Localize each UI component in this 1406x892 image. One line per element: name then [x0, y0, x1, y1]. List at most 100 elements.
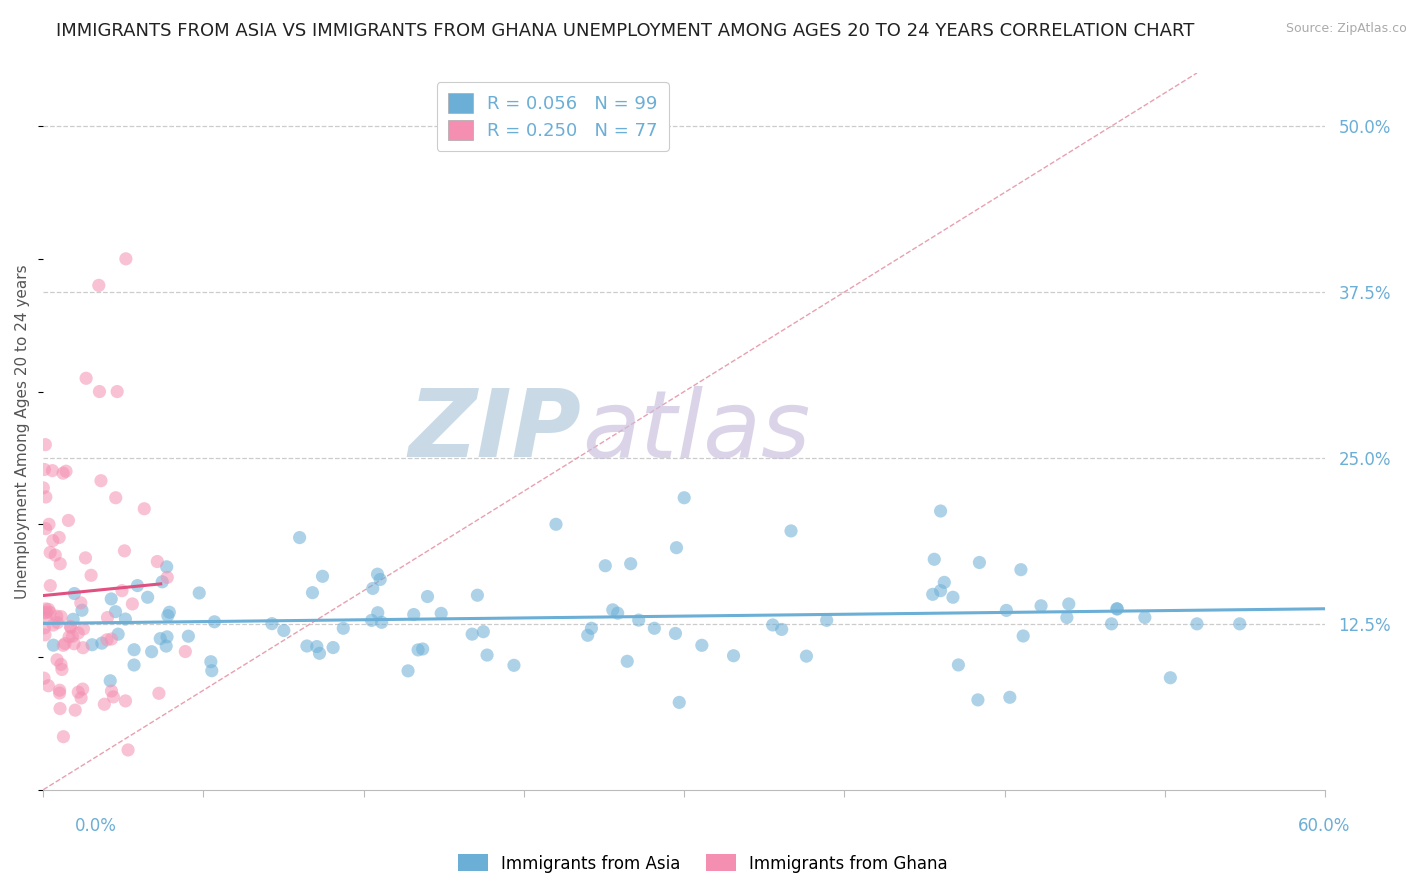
Point — [37, 679, 59, 693]
Point — [63, 586, 86, 600]
Point — [38, 517, 60, 532]
Point — [295, 639, 318, 653]
Point — [1107, 602, 1129, 616]
Point — [366, 567, 388, 582]
Point — [305, 640, 328, 654]
Point — [49, 557, 72, 571]
Point — [89, 384, 111, 399]
Text: 60.0%: 60.0% — [1298, 817, 1351, 835]
Point — [723, 648, 745, 663]
Point — [82, 638, 104, 652]
Point — [998, 690, 1021, 705]
Point — [115, 252, 138, 266]
Point — [93, 698, 115, 712]
Point — [796, 649, 818, 664]
Point — [156, 608, 179, 623]
Point — [59, 619, 82, 633]
Point — [416, 590, 439, 604]
Point — [32, 671, 55, 685]
Point — [34, 628, 56, 642]
Point — [322, 640, 344, 655]
Point — [141, 645, 163, 659]
Point — [100, 632, 122, 646]
Point — [430, 607, 453, 621]
Point — [595, 558, 617, 573]
Point — [114, 544, 136, 558]
Point — [148, 686, 170, 700]
Point — [576, 628, 599, 642]
Point — [155, 639, 177, 653]
Point — [114, 612, 136, 626]
Point — [52, 638, 75, 652]
Point — [35, 490, 58, 504]
Point — [643, 621, 665, 635]
Point — [503, 658, 526, 673]
Point — [273, 624, 295, 638]
Point — [90, 474, 112, 488]
Point — [969, 556, 991, 570]
Point — [70, 603, 93, 617]
Point — [96, 632, 118, 647]
Point — [98, 673, 121, 688]
Point — [690, 638, 713, 652]
Point — [664, 626, 686, 640]
Point — [111, 583, 134, 598]
Point — [107, 627, 129, 641]
Text: atlas: atlas — [582, 386, 810, 477]
Point — [59, 620, 82, 634]
Point — [780, 524, 803, 538]
Point — [55, 464, 77, 478]
Point — [929, 504, 952, 518]
Point — [815, 613, 838, 627]
Point — [665, 541, 688, 555]
Point — [1229, 616, 1251, 631]
Point — [620, 557, 643, 571]
Point — [361, 582, 384, 596]
Text: IMMIGRANTS FROM ASIA VS IMMIGRANTS FROM GHANA UNEMPLOYMENT AMONG AGES 20 TO 24 Y: IMMIGRANTS FROM ASIA VS IMMIGRANTS FROM … — [56, 22, 1195, 40]
Text: 0.0%: 0.0% — [75, 817, 117, 835]
Point — [52, 730, 75, 744]
Point — [616, 654, 638, 668]
Point — [412, 642, 434, 657]
Point — [121, 597, 143, 611]
Point — [51, 663, 73, 677]
Point — [72, 622, 94, 636]
Point — [260, 616, 283, 631]
Text: ZIP: ZIP — [409, 385, 582, 477]
Point — [75, 550, 97, 565]
Point — [69, 596, 91, 610]
Point — [396, 664, 419, 678]
Point — [934, 575, 956, 590]
Point — [204, 615, 226, 629]
Legend: Immigrants from Asia, Immigrants from Ghana: Immigrants from Asia, Immigrants from Gh… — [451, 847, 955, 880]
Point — [201, 664, 224, 678]
Point — [35, 610, 58, 624]
Point — [301, 585, 323, 599]
Text: Source: ZipAtlas.com: Source: ZipAtlas.com — [1286, 22, 1406, 36]
Point — [177, 629, 200, 643]
Point — [174, 644, 197, 658]
Point — [87, 278, 110, 293]
Point — [467, 588, 489, 602]
Point — [288, 531, 311, 545]
Point — [370, 615, 392, 630]
Point — [406, 643, 429, 657]
Point — [157, 605, 180, 619]
Point — [461, 627, 484, 641]
Point — [156, 570, 179, 584]
Point — [49, 701, 72, 715]
Point — [58, 513, 80, 527]
Point — [122, 642, 145, 657]
Point — [929, 583, 952, 598]
Point — [34, 522, 56, 536]
Point — [104, 605, 127, 619]
Point — [72, 640, 94, 655]
Point — [34, 621, 56, 635]
Point — [136, 591, 159, 605]
Point — [49, 657, 72, 672]
Point — [122, 658, 145, 673]
Point — [45, 609, 67, 624]
Point — [90, 636, 112, 650]
Point — [311, 569, 333, 583]
Point — [150, 574, 173, 589]
